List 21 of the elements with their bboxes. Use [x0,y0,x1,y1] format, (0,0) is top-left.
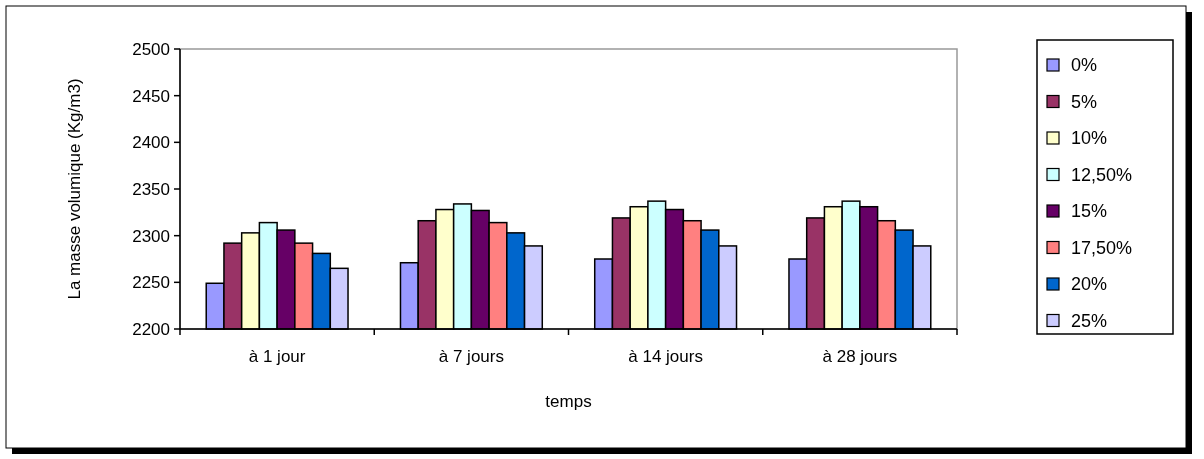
legend-label: 12,50% [1071,164,1133,185]
y-tick-label: 2200 [132,319,170,339]
legend-label: 20% [1071,274,1108,295]
y-tick-label: 2300 [132,226,170,246]
legend-label: 10% [1071,128,1108,149]
y-axis-title: La masse volumique (Kg/m3) [65,78,84,300]
y-tick-label: 2350 [132,179,170,199]
y-tick-label: 2400 [132,133,170,153]
legend-label: 5% [1071,91,1098,112]
legend-label: 15% [1071,201,1108,222]
y-tick-label: 2500 [132,39,170,59]
legend-label: 0% [1071,55,1098,76]
x-tick-label: à 7 jours [438,347,504,366]
x-tick-label: à 1 jour [248,347,306,366]
x-tick-label: à 28 jours [822,347,898,366]
legend-label: 17,50% [1071,237,1133,258]
x-axis-title: temps [545,392,592,411]
x-tick-label: à 14 jours [628,347,703,366]
legend-label: 25% [1071,310,1108,331]
y-tick-label: 2250 [132,273,170,293]
y-tick-label: 2450 [132,86,170,106]
